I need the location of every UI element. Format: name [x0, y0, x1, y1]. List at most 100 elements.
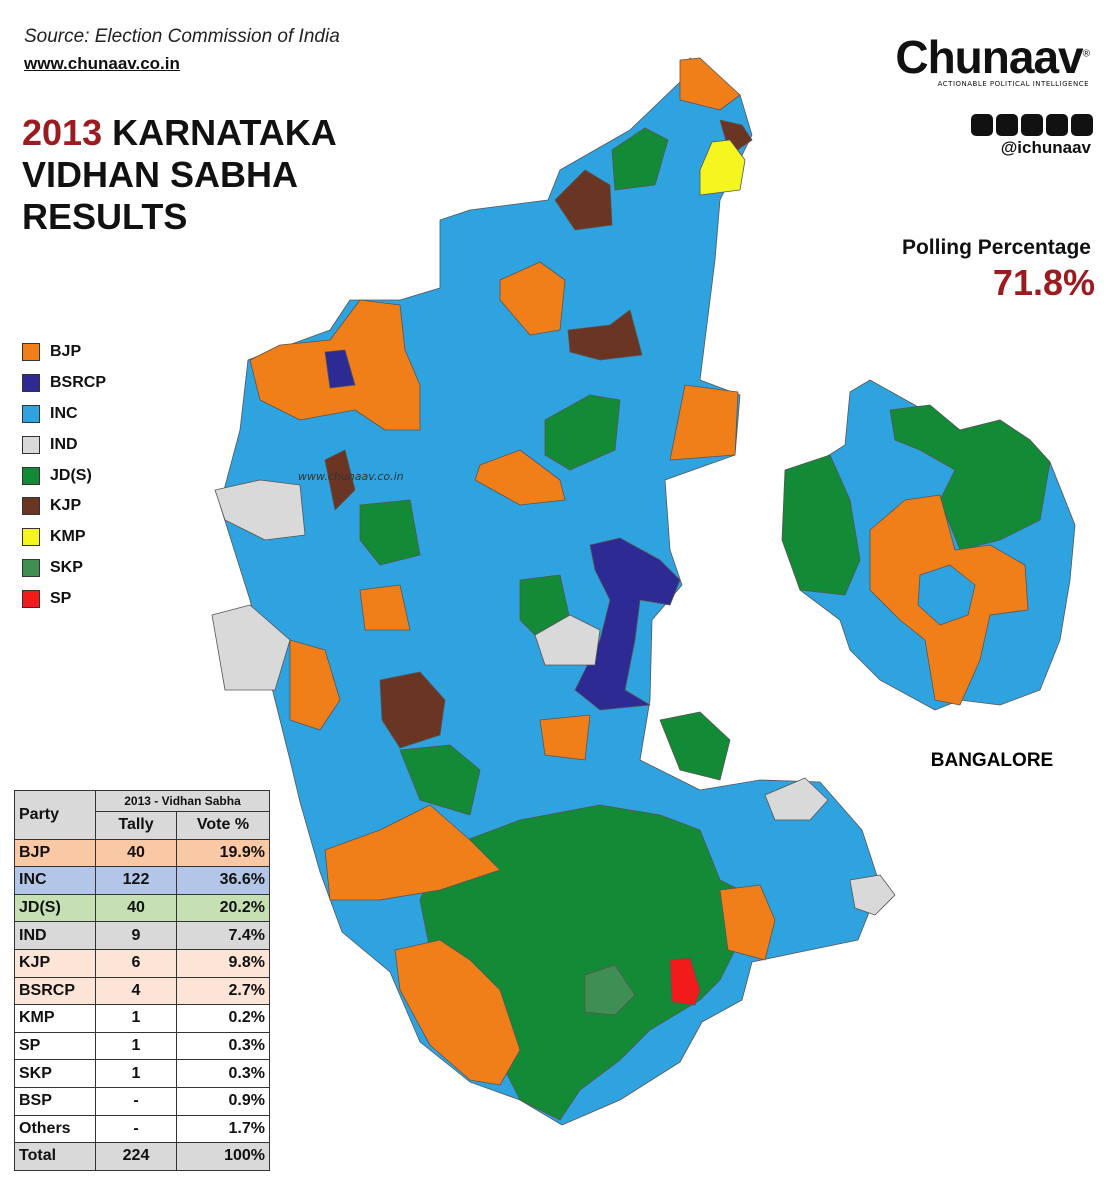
- table-row: BSRCP 4 2.7%: [14, 976, 270, 1006]
- region-jds: [359, 499, 421, 566]
- legend-label: BJP: [50, 343, 82, 361]
- legend-item: BJP: [22, 337, 106, 368]
- legend-label: SP: [50, 589, 72, 607]
- inset-label: BANGALORE: [931, 750, 1053, 771]
- table-row: KJP 6 9.8%: [14, 948, 270, 978]
- title-year: 2013: [22, 112, 103, 153]
- legend-swatch: [22, 404, 40, 423]
- region-kjp: [554, 169, 613, 231]
- region-bjp: [394, 939, 521, 1086]
- region-kmp: [699, 139, 746, 196]
- region-jds: [611, 127, 669, 191]
- region-kjp: [379, 671, 446, 749]
- table-cell: KMP: [14, 1004, 96, 1033]
- table-cell: 224: [95, 1142, 177, 1171]
- table-cell: 100%: [176, 1142, 270, 1171]
- region-sp: [669, 957, 701, 1006]
- table-cell: -: [95, 1114, 177, 1144]
- region-bjp: [324, 804, 501, 901]
- region-bjp: [359, 584, 411, 631]
- column-header: Party: [14, 790, 96, 840]
- title-line: VIDHAN SABHA: [22, 154, 299, 195]
- legend-swatch: [22, 497, 40, 516]
- region-bjp: [539, 714, 591, 761]
- region-skp: [584, 964, 636, 1016]
- youtube-icon[interactable]: [971, 114, 993, 136]
- table-cell: 0.2%: [176, 1004, 270, 1033]
- legend: BJP BSRCP INC IND JD(S) KJP KMP SKP SP: [22, 337, 106, 614]
- region-jds: [399, 744, 481, 816]
- table-cell: 20.2%: [176, 893, 270, 923]
- inset-inc: [917, 564, 976, 626]
- region-bjp: [679, 57, 741, 111]
- region-bjp: [669, 384, 739, 461]
- legend-swatch: [22, 466, 40, 485]
- table-cell: 0.9%: [176, 1086, 270, 1116]
- region-ind: [849, 874, 896, 916]
- region-bsrcp: [574, 537, 681, 711]
- inset-jds: [889, 404, 1051, 551]
- table-cell: 9.8%: [176, 948, 270, 978]
- legend-label: SKP: [50, 558, 83, 576]
- website[interactable]: www.chunaav.co.in: [24, 54, 180, 73]
- table-row: JD(S) 40 20.2%: [14, 893, 270, 923]
- region-jds: [659, 711, 731, 781]
- legend-item: SP: [22, 583, 106, 614]
- source: Source: Election Commission of India: [24, 26, 340, 47]
- table-cell: KJP: [14, 948, 96, 978]
- legend-item: KMP: [22, 522, 106, 553]
- region-kjp: [324, 449, 356, 511]
- legend-label: KJP: [50, 497, 82, 515]
- legend-swatch: [22, 589, 40, 608]
- region-ind: [211, 604, 291, 691]
- polling-label: Polling Percentage: [901, 236, 1091, 259]
- table-row: KMP 1 0.2%: [14, 1004, 270, 1033]
- table-cell: IND: [14, 921, 96, 950]
- legend-label: INC: [50, 404, 78, 422]
- table-cell: BJP: [14, 838, 96, 868]
- table-cell: BSRCP: [14, 976, 96, 1006]
- table-cell: 40: [95, 893, 177, 923]
- legend-swatch: [22, 558, 40, 577]
- twitter-icon[interactable]: [996, 114, 1018, 136]
- title-line: KARNATAKA: [112, 112, 337, 153]
- table-cell: 7.4%: [176, 921, 270, 950]
- results-table: Party 2013 - Vidhan Sabha Tally Vote % B…: [14, 790, 270, 1171]
- table-cell: 1: [95, 1031, 177, 1061]
- table-cell: 1.7%: [176, 1114, 270, 1144]
- facebook-icon[interactable]: [1021, 114, 1043, 136]
- table-cell: 1: [95, 1004, 177, 1033]
- legend-label: KMP: [50, 528, 86, 546]
- legend-swatch: [22, 374, 40, 393]
- table-cell: 122: [95, 866, 177, 895]
- title-line: RESULTS: [22, 196, 188, 237]
- table-row: SKP 1 0.3%: [14, 1059, 270, 1088]
- table-cell: 2.7%: [176, 976, 270, 1006]
- region-ind: [214, 479, 306, 541]
- legend-label: BSRCP: [50, 374, 107, 392]
- table-row: INC 122 36.6%: [14, 866, 270, 895]
- table-cell: 40: [95, 838, 177, 868]
- table-cell: 4: [95, 976, 177, 1006]
- legend-label: JD(S): [50, 466, 92, 484]
- legend-item: KJP: [22, 491, 106, 522]
- table-row: Total 224 100%: [14, 1142, 270, 1171]
- table-row: Others -1.7%: [14, 1114, 270, 1144]
- table-row: BSP -0.9%: [14, 1086, 270, 1116]
- linkedin-icon[interactable]: [1071, 114, 1093, 136]
- table-cell: 1: [95, 1059, 177, 1088]
- legend-item: JD(S): [22, 460, 106, 491]
- table-cell: 19.9%: [176, 838, 270, 868]
- table-row: SP 1 0.3%: [14, 1031, 270, 1061]
- table-cell: JD(S): [14, 893, 96, 923]
- region-bsrcp: [324, 349, 356, 389]
- instagram-icon[interactable]: [1046, 114, 1068, 136]
- table-row: BJP 40 19.9%: [14, 838, 270, 868]
- group-header: 2013 - Vidhan Sabha: [95, 790, 270, 812]
- table-cell: 9: [95, 921, 177, 950]
- brand-mark: ®: [1082, 48, 1090, 60]
- legend-swatch: [22, 343, 40, 362]
- legend-label: IND: [50, 435, 78, 453]
